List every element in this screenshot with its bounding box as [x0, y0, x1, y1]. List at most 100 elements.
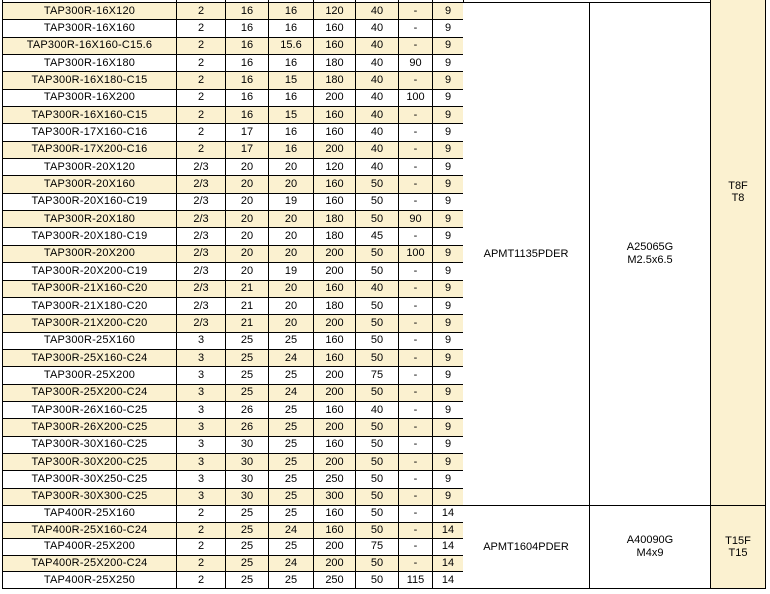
- cell-shank-l1: 50: [356, 245, 399, 263]
- cell-d2: 20: [269, 315, 314, 332]
- table-row: TAP300R-20X160-C19 2/3 20 19 160 50-9: [2, 193, 464, 212]
- cell-model: TAP300R-16X160-C15.6: [3, 37, 177, 55]
- cell-shank-l2: [399, 0, 433, 2]
- cell-shank-l1: 50: [356, 349, 399, 367]
- cell-d1: 21: [226, 280, 269, 297]
- cell-length: 160: [314, 37, 356, 55]
- cell-model: TAP300R-20X200-C19: [3, 263, 177, 280]
- cell-model: TAP300R-25X200-C24: [3, 384, 177, 401]
- cell-insert-count: 14: [433, 555, 464, 572]
- cell-d2: 20: [269, 159, 314, 176]
- screw-thread-text: M4x9: [636, 547, 664, 559]
- cell-shank-l1: 75: [356, 539, 399, 555]
- cell-d2: 16: [269, 55, 314, 72]
- cell-model: TAP300R-17X200-C16: [3, 141, 177, 159]
- table-row: TAP400R-25X200 2 25 25 200 75-14: [2, 539, 464, 556]
- cell-shank-l1: 50: [356, 297, 399, 315]
- cell-insert-count: 9: [433, 72, 464, 89]
- cell-shank-l2: -: [399, 453, 433, 471]
- cell-length: 200: [314, 384, 356, 401]
- cell-length: 180: [314, 55, 356, 72]
- cell-d2: 25: [269, 332, 314, 349]
- cell-teeth: 2: [177, 89, 226, 107]
- cell-shank-l1: 50: [356, 419, 399, 436]
- table-row: TAP300R-16X120 2 16 16 120 40-9: [2, 3, 464, 21]
- cell-length: 160: [314, 522, 356, 539]
- cell-d2: 20: [269, 280, 314, 297]
- cell-length: [314, 0, 356, 2]
- cell-insert-count: 9: [433, 453, 464, 471]
- cell-d2: 25: [269, 401, 314, 419]
- cell-teeth: 3: [177, 367, 226, 384]
- table-row: TAP400R-25X200-C24 2 25 24 200 50-14: [2, 555, 464, 573]
- cell-shank-l2: -: [399, 315, 433, 332]
- cell-insert-count: 9: [433, 3, 464, 20]
- cell-d2: 15: [269, 107, 314, 124]
- cell-insert-count: 14: [433, 572, 464, 588]
- screw-spec-cell: A40090G M4x9: [590, 506, 711, 589]
- cell-length: 120: [314, 159, 356, 176]
- cell-d1: 16: [226, 55, 269, 72]
- cell-model: TAP400R-25X200-C24: [3, 555, 177, 572]
- cell-shank-l1: 50: [356, 436, 399, 453]
- cell-shank-l1: 50: [356, 488, 399, 505]
- cell-shank-l1: 50: [356, 384, 399, 401]
- cell-length: 200: [314, 89, 356, 107]
- cell-length: 160: [314, 401, 356, 419]
- cell-model: TAP300R-21X180-C20: [3, 297, 177, 315]
- cell-length: 200: [314, 419, 356, 436]
- table-row: TAP300R-21X200-C20 2/3 21 20 200 50-9: [2, 315, 464, 333]
- cell-d2: 20: [269, 245, 314, 263]
- cell-shank-l2: -: [399, 176, 433, 193]
- cell-d2: 16: [269, 20, 314, 37]
- cell-teeth: 2: [177, 55, 226, 72]
- cell-teeth: 3: [177, 436, 226, 453]
- cell-shank-l2: -: [399, 436, 433, 453]
- cell-shank-l2: 100: [399, 89, 433, 107]
- wrench-spec-cell: T8F T8: [710, 0, 766, 506]
- table-row: TAP300R-20X200 2/3 20 20 200 50 100 9: [2, 245, 464, 264]
- cell-d2: [269, 0, 314, 2]
- cell-shank-l2: 90: [399, 55, 433, 72]
- cell-insert-count: 9: [433, 159, 464, 176]
- cell-shank-l2: 115: [399, 572, 433, 588]
- cell-teeth: 2: [177, 20, 226, 37]
- cell-model: TAP300R-30X200-C25: [3, 453, 177, 471]
- cell-model: TAP300R-20X180: [3, 211, 177, 228]
- cell-insert-count: 9: [433, 401, 464, 419]
- table-row: TAP300R-20X200-C19 2/3 20 19 200 50-9: [2, 263, 464, 281]
- cell-shank-l2: -: [399, 419, 433, 436]
- cell-insert-count: 9: [433, 37, 464, 55]
- cell-model: TAP300R-16X120: [3, 3, 177, 20]
- cell-model: TAP300R-17X160-C16: [3, 124, 177, 141]
- cell-shank-l1: [356, 0, 399, 2]
- cell-length: 200: [314, 141, 356, 159]
- cell-length: 180: [314, 297, 356, 315]
- cell-d1: 16: [226, 89, 269, 107]
- cell-model: TAP300R-20X200: [3, 245, 177, 263]
- cell-d1: 20: [226, 263, 269, 280]
- cell-teeth: 2/3: [177, 315, 226, 332]
- cell-d2: 24: [269, 349, 314, 367]
- cell-shank-l1: 45: [356, 228, 399, 245]
- cell-shank-l2: -: [399, 159, 433, 176]
- cell-shank-l1: 40: [356, 141, 399, 159]
- table-row: TAP400R-25X250 2 25 25 250 50 115 14: [2, 572, 464, 589]
- table-row: TAP300R-25X160 3 25 25 160 50-9: [2, 332, 464, 350]
- table-row: TAP300R-16X160-C15.6 2 16 15.6 160 40-9: [2, 37, 464, 56]
- table-row: TAP300R-30X250-C25 3 30 25 250 50-9: [2, 471, 464, 489]
- cell-shank-l2: -: [399, 263, 433, 280]
- cell-shank-l1: 50: [356, 176, 399, 193]
- cell-d1: 20: [226, 193, 269, 211]
- cell-d1: 17: [226, 124, 269, 141]
- cell-shank-l1: 40: [356, 89, 399, 107]
- cell-shank-l1: 40: [356, 401, 399, 419]
- cell-model: TAP400R-25X160-C24: [3, 522, 177, 539]
- cell-d2: 20: [269, 211, 314, 228]
- cell-insert-count: 9: [433, 245, 464, 263]
- cell-model: TAP300R-25X160: [3, 332, 177, 349]
- cell-d1: 16: [226, 20, 269, 37]
- table-row: TAP400R-25X160 2 25 25 160 50-14: [2, 506, 464, 523]
- cell-insert-count: 9: [433, 280, 464, 297]
- cell-d2: 25: [269, 419, 314, 436]
